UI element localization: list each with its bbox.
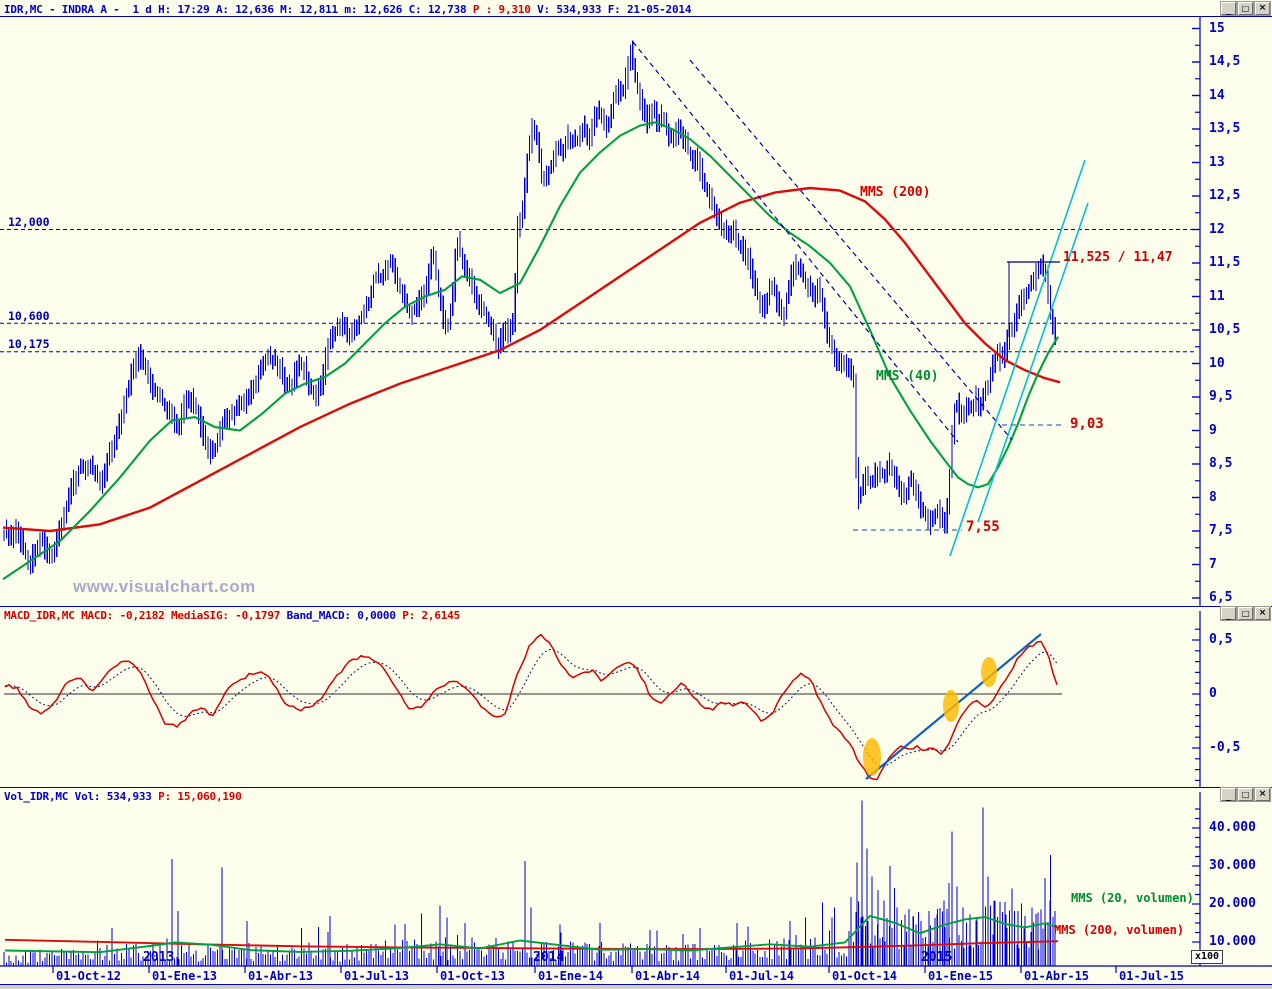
macd-highlight-ellipse bbox=[863, 738, 881, 776]
volume-moving-averages bbox=[4, 914, 1059, 954]
close-icon: × bbox=[1258, 3, 1267, 13]
maximize-button[interactable]: □ bbox=[1237, 787, 1254, 802]
close-button[interactable]: × bbox=[1254, 1, 1271, 16]
trend-drawings[interactable] bbox=[632, 41, 1089, 557]
maximize-icon: □ bbox=[1241, 789, 1250, 799]
volume-panel-window-controls: _ □ × bbox=[1220, 787, 1271, 802]
macd-panel-window-controls: _ □ × bbox=[1220, 606, 1271, 621]
minimize-icon: _ bbox=[1226, 6, 1231, 16]
price-axis[interactable] bbox=[1192, 27, 1200, 599]
main-panel-window-controls: _ □ × bbox=[1220, 1, 1271, 16]
maximize-button[interactable]: □ bbox=[1237, 1, 1254, 16]
macd-highlight-ellipse bbox=[943, 690, 959, 722]
volume-axis[interactable] bbox=[1192, 808, 1200, 962]
close-icon: × bbox=[1258, 789, 1267, 799]
moving-averages bbox=[2, 121, 1061, 581]
minimize-icon: _ bbox=[1226, 792, 1231, 802]
minimize-button[interactable]: _ bbox=[1220, 787, 1237, 802]
close-button[interactable]: × bbox=[1254, 606, 1271, 621]
close-button[interactable]: × bbox=[1254, 787, 1271, 802]
minimize-button[interactable]: _ bbox=[1220, 1, 1237, 16]
minimize-icon: _ bbox=[1226, 611, 1231, 621]
candlestick-series bbox=[3, 40, 1056, 575]
minimize-button[interactable]: _ bbox=[1220, 606, 1237, 621]
visualchart-watermark: www.visualchart.com bbox=[73, 577, 256, 596]
macd-axis[interactable] bbox=[1192, 628, 1200, 782]
maximize-icon: □ bbox=[1241, 3, 1250, 13]
panel-frames bbox=[0, 16, 1272, 985]
macd-panel[interactable] bbox=[4, 633, 1062, 781]
maximize-button[interactable]: □ bbox=[1237, 606, 1254, 621]
macd-highlight-ellipse bbox=[981, 657, 997, 687]
window-bottom-edge bbox=[0, 985, 1272, 989]
maximize-icon: □ bbox=[1241, 608, 1250, 618]
time-axis[interactable] bbox=[52, 966, 1117, 973]
close-icon: × bbox=[1258, 608, 1267, 618]
